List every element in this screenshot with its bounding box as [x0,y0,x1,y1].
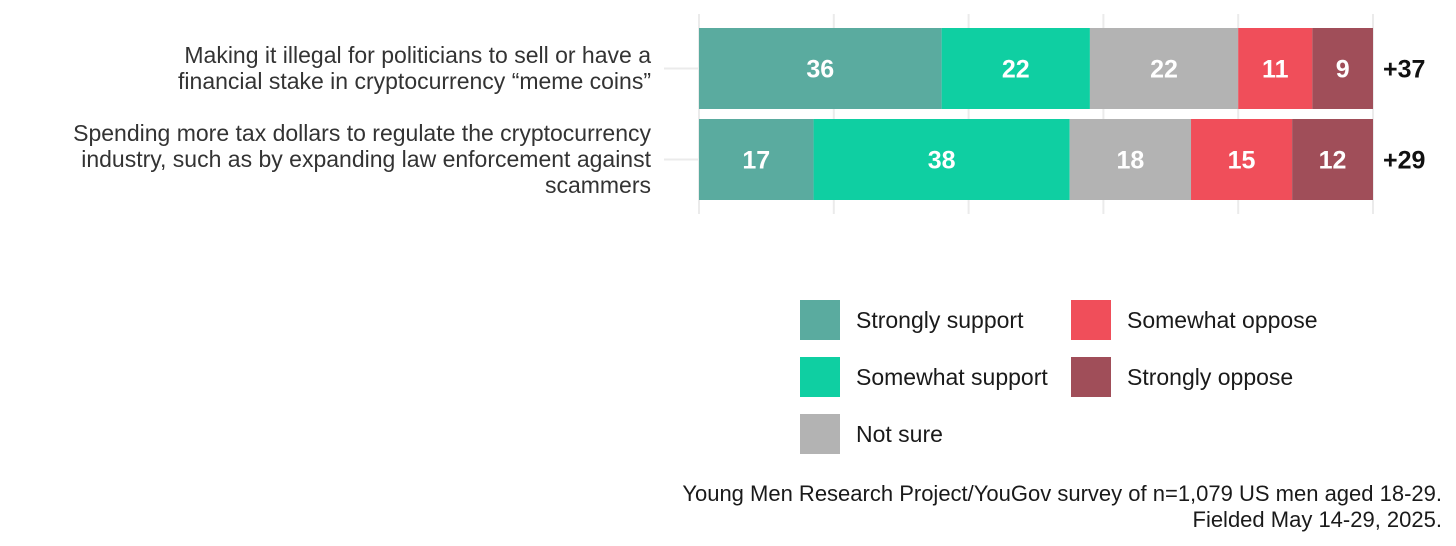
bar-value-label: 22 [1002,56,1030,84]
stacked-bar-chart: 36 22 22 11 9 +37 17 38 18 15 12 +29 [664,14,1425,214]
category-label-line: industry, such as by expanding law enfor… [81,145,651,172]
source-line-2: Fielded May 14-29, 2025. [1192,507,1443,532]
bar-value-label: 12 [1319,147,1347,175]
legend-swatch [1071,357,1111,397]
bar-value-label: 11 [1262,56,1289,84]
legend-item: Somewhat oppose [1071,300,1318,340]
legend-label: Strongly oppose [1127,363,1294,390]
legend-label: Strongly support [856,306,1024,333]
bar-value-label: 9 [1336,56,1350,84]
legend: Strongly support Somewhat support Not sure… [800,300,1360,460]
bar-segment [699,119,814,200]
bar-segment [1312,28,1373,109]
category-label: Spending more tax dollars to regulate th… [73,120,651,198]
bar-segment [1069,119,1192,200]
legend-item: Strongly oppose [1071,357,1293,397]
legend-label: Somewhat support [856,363,1048,390]
net-score-label: +37 [1383,56,1425,84]
legend-item: Somewhat support [800,357,1048,397]
category-label-line: Making it illegal for politicians to sel… [184,41,651,68]
legend-swatch [1071,300,1111,340]
bar-value-label: 22 [1150,56,1178,84]
bar-value-label: 17 [742,147,770,175]
legend-item: Not sure [800,414,943,454]
bar-segment [1292,119,1373,200]
source-note: Young Men Research Project/YouGov survey… [682,481,1442,533]
bar-value-label: 18 [1116,147,1144,175]
legend-swatch [800,414,840,454]
category-label-line: financial stake in cryptocurrency “meme … [178,67,651,94]
bar-segment [1089,28,1239,109]
source-line-1: Young Men Research Project/YouGov survey… [682,481,1442,506]
bar-value-label: 15 [1228,147,1256,175]
category-label: Making it illegal for politicians to sel… [178,42,651,94]
legend-swatch [800,357,840,397]
legend-label: Somewhat oppose [1127,306,1318,333]
category-label-line: scammers [544,171,651,198]
bar-segment [1238,28,1313,109]
legend-swatch [800,300,840,340]
bar-segment [813,119,1070,200]
bar-segment [941,28,1090,109]
category-label-line: Spending more tax dollars to regulate th… [73,119,651,146]
net-score-label: +29 [1383,147,1425,175]
bar-value-label: 38 [928,147,956,175]
bar-value-label: 36 [806,56,834,84]
bar-segment [1191,119,1293,200]
legend-label: Not sure [856,420,943,447]
bar-segment [699,28,942,109]
legend-item: Strongly support [800,300,1023,340]
